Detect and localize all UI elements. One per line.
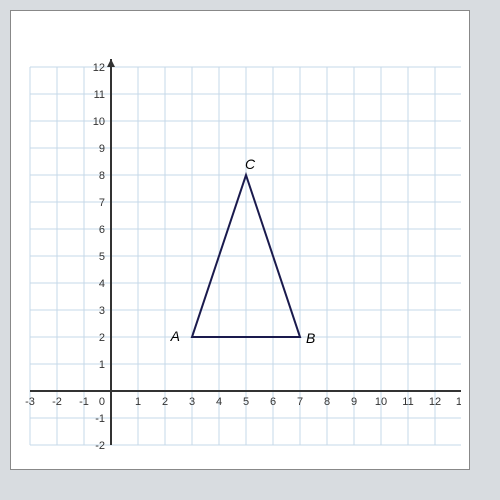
x-tick-label: 4 [216, 396, 222, 408]
x-tick-label: 10 [375, 396, 387, 408]
x-tick-label: -2 [52, 396, 62, 408]
y-tick-label: 1 [99, 359, 105, 371]
x-tick-label: 3 [189, 396, 195, 408]
y-tick-label: 2 [99, 332, 105, 344]
y-tick-label: 4 [99, 278, 105, 290]
vertex-label-a: A [170, 328, 180, 344]
y-tick-label: 12 [93, 62, 105, 74]
coordinate-plane: -3-2-112345678910111213-2-11234567891011… [10, 10, 470, 470]
y-tick-label: -1 [95, 413, 105, 425]
y-tick-label: 6 [99, 224, 105, 236]
y-tick-label: 10 [93, 116, 105, 128]
x-tick-label: 2 [162, 396, 168, 408]
x-tick-label: 8 [324, 396, 330, 408]
x-tick-label: -1 [79, 396, 89, 408]
x-tick-label: 7 [297, 396, 303, 408]
x-tick-label: 11 [402, 396, 413, 408]
y-axis-arrow [107, 59, 115, 67]
x-tick-label: 6 [270, 396, 276, 408]
y-tick-label: 7 [99, 197, 105, 209]
y-tick-label: -2 [95, 440, 105, 452]
x-tick-label: 1 [135, 396, 141, 408]
y-tick-label: 9 [99, 143, 105, 155]
y-tick-label: 3 [99, 305, 105, 317]
x-tick-label: 5 [243, 396, 249, 408]
x-tick-label: 9 [351, 396, 357, 408]
vertex-label-c: C [245, 156, 256, 172]
y-tick-label: 11 [94, 89, 105, 101]
y-tick-label: 5 [99, 251, 105, 263]
x-tick-label: 12 [429, 396, 441, 408]
x-tick-label: -3 [25, 396, 35, 408]
origin-label: 0 [99, 396, 105, 408]
vertex-label-b: B [306, 330, 315, 346]
graph-svg: -3-2-112345678910111213-2-11234567891011… [21, 21, 461, 461]
x-tick-label: 13 [456, 396, 461, 408]
y-tick-label: 8 [99, 170, 105, 182]
